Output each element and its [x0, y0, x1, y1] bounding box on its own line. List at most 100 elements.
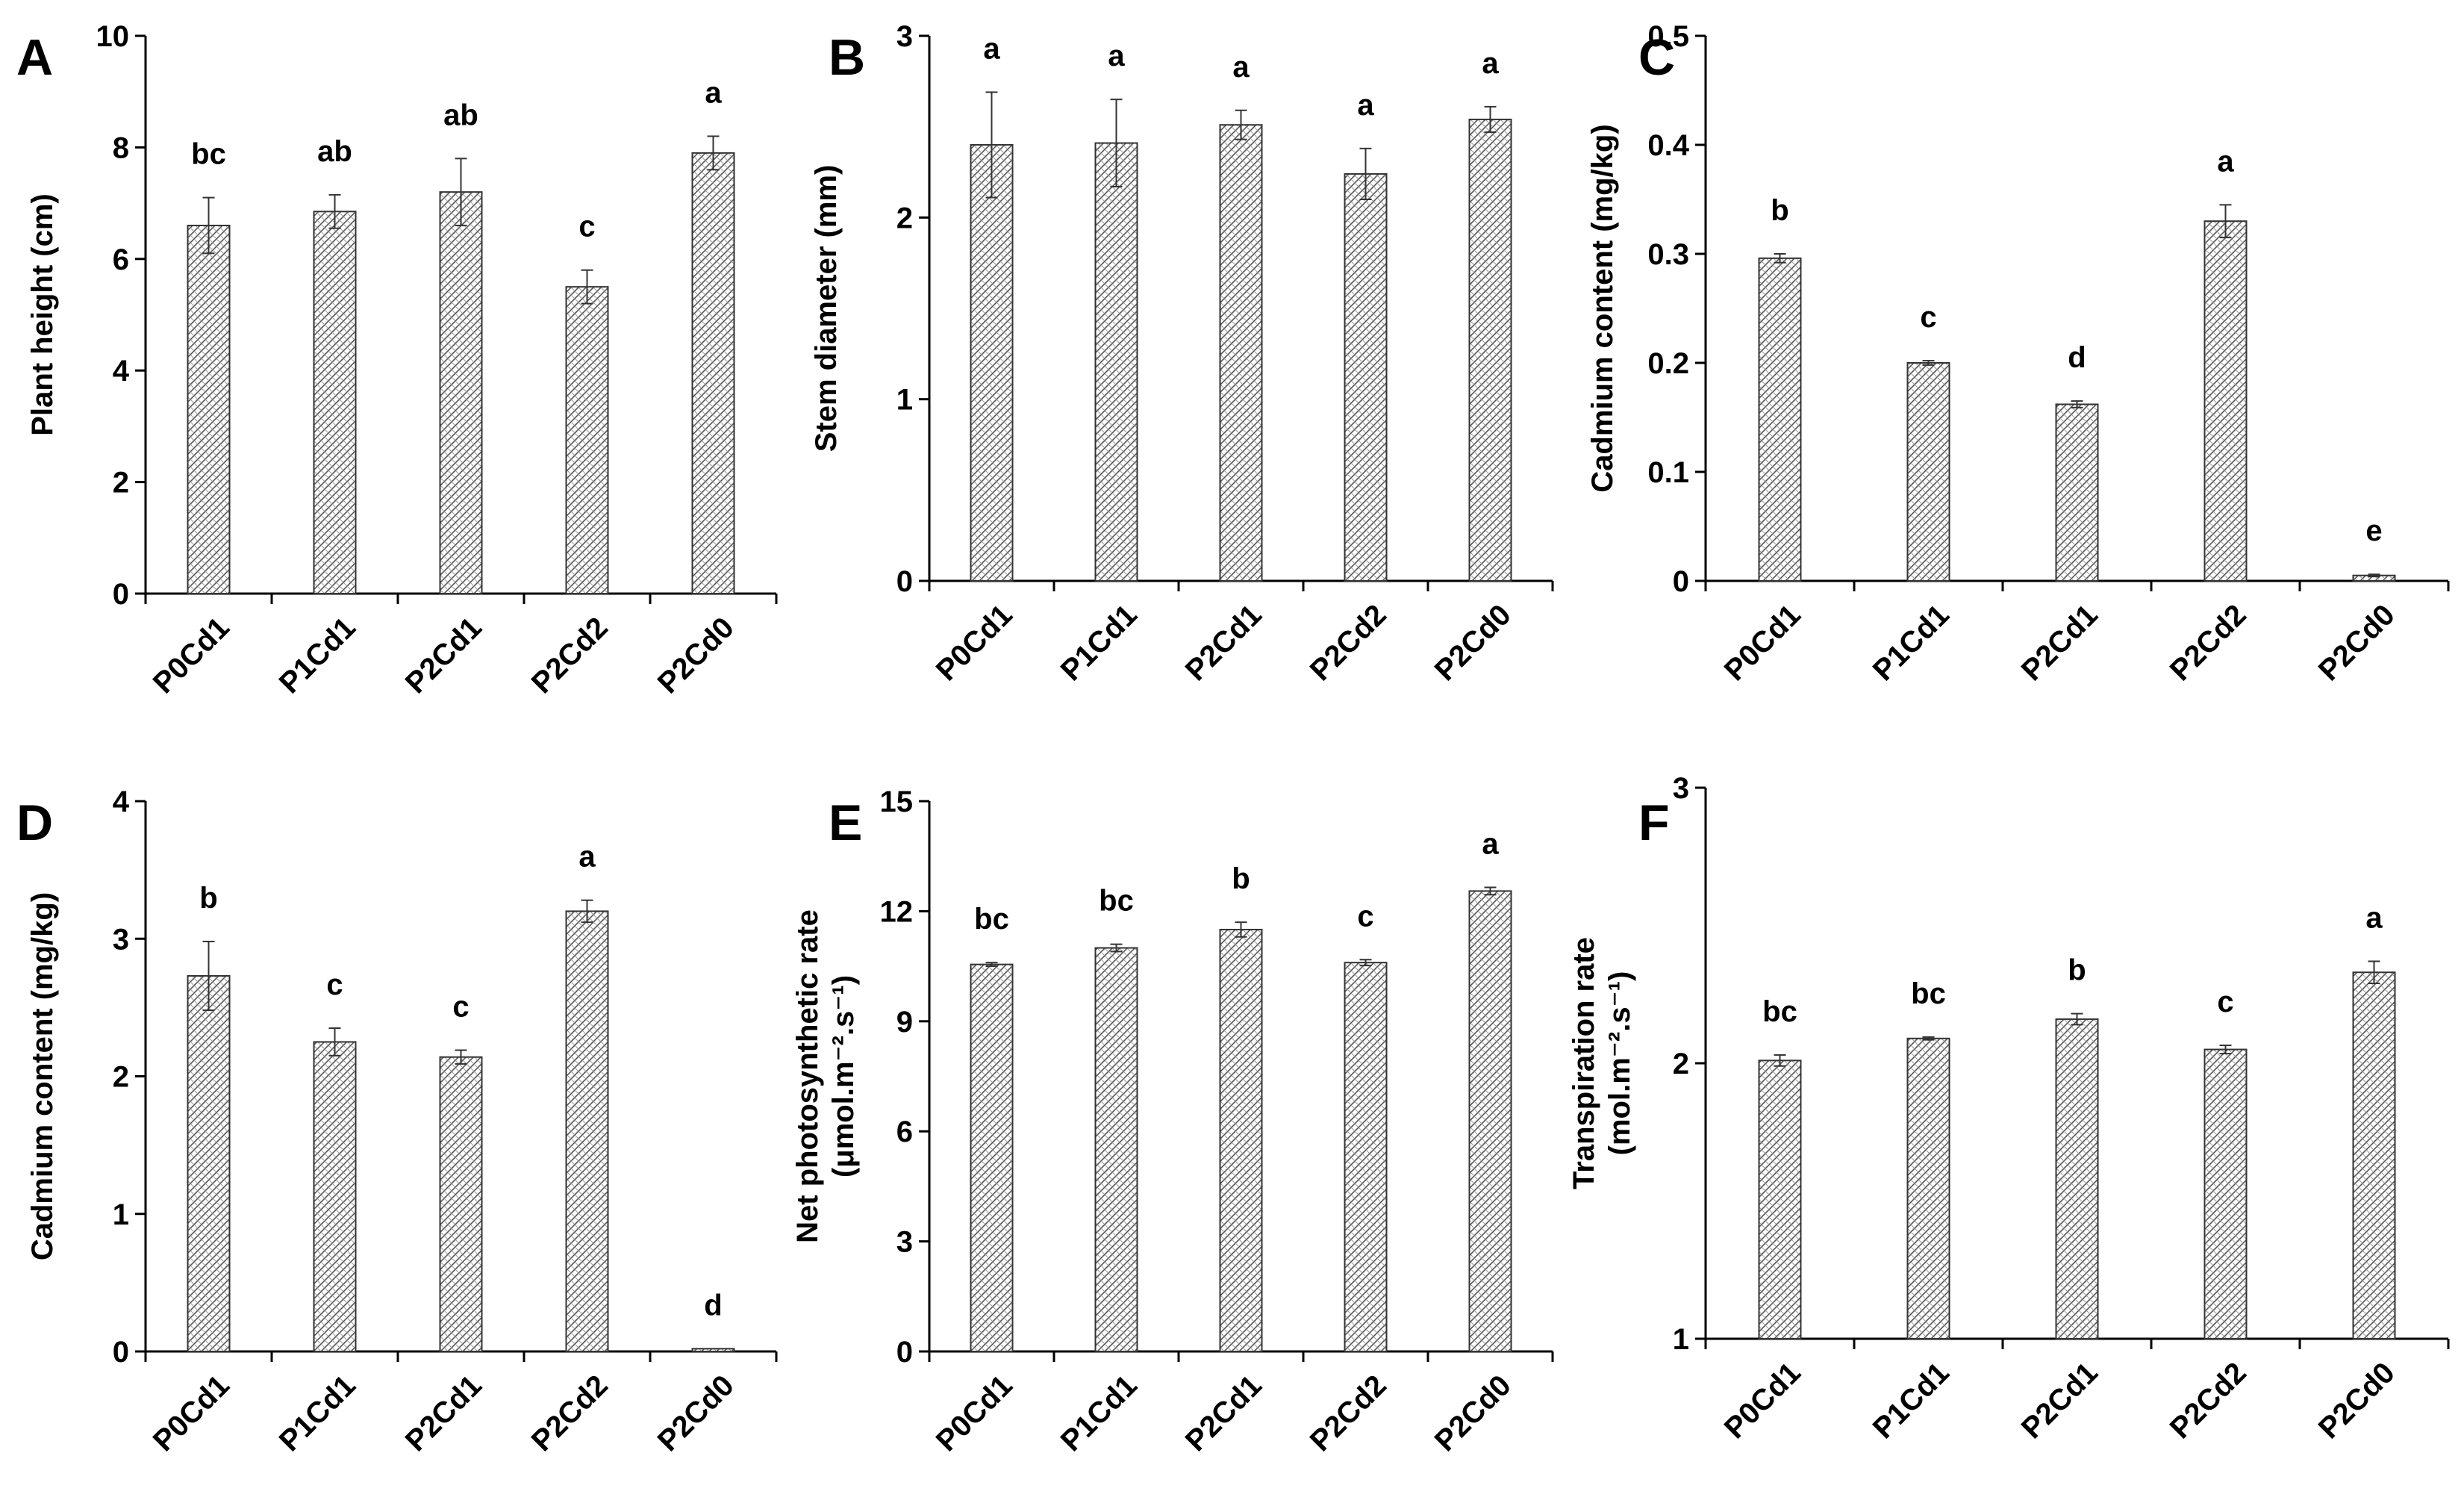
- bar: [1219, 124, 1263, 582]
- significance-letter: a: [1482, 47, 1499, 80]
- x-category-label: P0Cd1: [147, 1369, 236, 1457]
- significance-letter: c: [1920, 301, 1936, 334]
- y-tick-label: 0.5: [1647, 20, 1689, 53]
- bar: [1906, 1037, 1950, 1340]
- x-category-label: P1Cd1: [1867, 598, 1956, 687]
- bar: [2055, 1018, 2099, 1340]
- x-category-label: P0Cd1: [1718, 1356, 1807, 1445]
- bar: [1219, 928, 1263, 1352]
- x-category-label: P1Cd1: [1055, 1369, 1144, 1457]
- x-category-label: P2Cd0: [2312, 1356, 2401, 1445]
- y-tick-label: 6: [113, 243, 129, 276]
- y-tick-label: 1: [1673, 1323, 1689, 1356]
- significance-letter: d: [704, 1289, 722, 1322]
- y-tick-label: 9: [896, 1006, 913, 1039]
- significance-letter: b: [199, 882, 217, 915]
- y-tick-label: 3: [896, 1226, 913, 1259]
- panel-b: B 0 1 2 3 Stem diameter (mm) a P0Cd1 a P1Cd1 a P2Cd…: [810, 20, 1554, 687]
- y-tick-label: 8: [113, 131, 129, 164]
- bar: [439, 1056, 483, 1352]
- y-tick-label: 2: [896, 202, 913, 234]
- panel-e: E 0 3 6 9 12 15 Net photosynthetic rate (μmol.m⁻…: [791, 785, 1554, 1457]
- y-axis-label: Cadmium content (mg/kg): [1586, 124, 1619, 492]
- bar: [2203, 1048, 2248, 1340]
- y-tick-label: 2: [113, 1061, 129, 1094]
- y-axis-label: Transpiration rate: [1568, 937, 1600, 1189]
- bar: [313, 1041, 357, 1352]
- panel-c: C 0 0.1 0.2 0.3 0.4 0.5 Cadmium content (mg/kg)…: [1586, 20, 2450, 687]
- significance-letter: b: [2068, 954, 2086, 987]
- y-tick-label: 0: [896, 565, 913, 598]
- y-tick-label: 2: [113, 467, 129, 500]
- bar: [565, 910, 609, 1352]
- bar: [1758, 257, 1802, 582]
- y-tick-label: 2: [1673, 1048, 1689, 1080]
- panel-letter: B: [829, 29, 865, 86]
- bar: [2055, 403, 2099, 582]
- x-category-label: P2Cd1: [2015, 598, 2104, 687]
- bar: [1468, 118, 1512, 582]
- bar: [313, 211, 357, 594]
- y-tick-label: 4: [113, 355, 130, 388]
- bar: [1094, 142, 1138, 582]
- significance-letter: a: [1232, 51, 1250, 84]
- y-tick-label: 12: [880, 895, 914, 928]
- y-tick-label: 3: [113, 923, 129, 956]
- x-category-label: P2Cd0: [1429, 598, 1518, 687]
- significance-letter: e: [2365, 514, 2382, 547]
- x-category-label: P2Cd0: [1429, 1369, 1518, 1457]
- x-category-label: P1Cd1: [1867, 1356, 1956, 1445]
- significance-letter: c: [452, 990, 469, 1023]
- bar: [439, 191, 483, 595]
- x-category-label: P2Cd1: [2015, 1356, 2104, 1445]
- bar: [2203, 220, 2248, 582]
- y-tick-label: 0: [113, 1336, 129, 1369]
- significance-letter: ab: [443, 99, 478, 131]
- bar: [691, 1348, 735, 1352]
- x-category-label: P2Cd0: [652, 1369, 740, 1457]
- significance-letter: b: [1232, 862, 1250, 895]
- x-category-label: P2Cd0: [2312, 598, 2401, 687]
- significance-letter: bc: [1911, 977, 1946, 1010]
- panel-letter: C: [1638, 29, 1675, 86]
- bar: [1094, 947, 1138, 1352]
- x-category-label: P1Cd1: [273, 611, 362, 700]
- y-tick-label: 1: [896, 384, 913, 417]
- x-category-label: P0Cd1: [1718, 598, 1807, 687]
- x-category-label: P2Cd1: [1179, 598, 1268, 687]
- x-category-label: P1Cd1: [273, 1369, 362, 1457]
- significance-letter: c: [326, 968, 343, 1001]
- significance-letter: d: [2068, 341, 2086, 374]
- x-category-label: P2Cd1: [1179, 1369, 1268, 1457]
- bar: [1906, 362, 1950, 582]
- y-axis-label: Cadmium content (mg/kg): [26, 892, 59, 1260]
- x-category-label: P0Cd1: [930, 1369, 1019, 1457]
- panel-d: D 0 1 2 3 4 Cadmium content (mg/kg) b P0Cd1 c P1Cd…: [16, 785, 778, 1457]
- x-category-label: P0Cd1: [147, 611, 236, 700]
- y-axis-label: Plant height (cm): [26, 193, 59, 435]
- bar: [970, 144, 1014, 582]
- y-axis-label: (mol.m⁻².s⁻¹): [1603, 971, 1636, 1156]
- bar: [1758, 1060, 1802, 1340]
- y-tick-label: 0: [1673, 565, 1689, 598]
- significance-letter: b: [1771, 194, 1788, 227]
- significance-letter: c: [2217, 986, 2233, 1018]
- bar: [187, 974, 231, 1353]
- bar: [565, 286, 609, 594]
- x-category-label: P0Cd1: [930, 598, 1019, 687]
- significance-letter: ab: [317, 135, 352, 168]
- y-tick-label: 0.1: [1647, 456, 1689, 489]
- bar: [970, 963, 1014, 1352]
- significance-letter: a: [1482, 827, 1499, 860]
- panel-letter: A: [16, 29, 53, 86]
- x-category-label: P2Cd2: [2164, 1356, 2253, 1445]
- x-category-label: P2Cd1: [399, 1369, 488, 1457]
- significance-letter: a: [2217, 145, 2234, 178]
- significance-letter: a: [1108, 40, 1125, 72]
- significance-letter: a: [2365, 901, 2383, 934]
- panel-letter: F: [1638, 794, 1670, 851]
- significance-letter: a: [705, 76, 722, 109]
- x-category-label: P2Cd2: [1304, 1369, 1393, 1457]
